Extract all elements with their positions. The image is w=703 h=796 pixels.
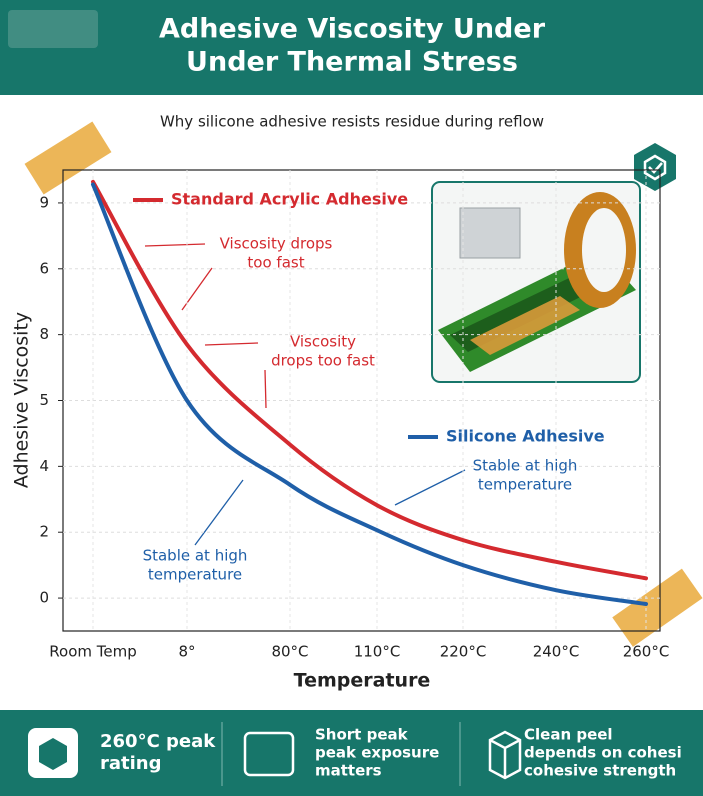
blurred-logo	[8, 10, 98, 48]
footer-text: rating	[100, 753, 162, 774]
legend-label: Silicone Adhesive	[446, 427, 605, 446]
y-tick-label: 9	[39, 193, 49, 211]
annotation: temperature	[148, 566, 242, 584]
annotation: temperature	[478, 476, 572, 494]
footer-text: 260°C peak	[100, 731, 216, 752]
footer-text: Short peak	[315, 726, 409, 744]
title-line: Under Thermal Stress	[186, 47, 518, 78]
y-tick-label: 8	[39, 325, 49, 343]
y-tick-label: 4	[39, 457, 49, 475]
header-band	[0, 0, 703, 95]
inset-photo	[431, 181, 641, 383]
x-tick-label: 110°C	[354, 643, 401, 661]
annotation: too fast	[247, 254, 304, 272]
x-tick-label: 240°C	[533, 643, 580, 661]
y-tick-label: 0	[39, 589, 49, 607]
x-tick-label: 220°C	[440, 643, 487, 661]
tape-decoration	[24, 121, 112, 195]
title-line: Adhesive Viscosity Under	[159, 14, 546, 45]
x-tick-label: 8°	[178, 643, 195, 661]
footer-icon	[488, 730, 522, 780]
x-tick-label: 80°C	[271, 643, 308, 661]
y-tick-label: 2	[39, 523, 49, 541]
annotation: Stable at high	[143, 547, 248, 565]
footer-text: Clean peel	[524, 726, 613, 744]
tape-decoration	[612, 568, 703, 647]
annotation: Viscosity drops	[220, 235, 333, 253]
footer-icon	[39, 738, 67, 770]
footer-text: cohesive strength	[524, 762, 676, 780]
legend-label: Standard Acrylic Adhesive	[171, 190, 408, 209]
footer-text: depends on cohesi	[524, 744, 682, 762]
y-tick-label: 5	[39, 391, 49, 409]
x-tick-label: 260°C	[623, 643, 670, 661]
footer-icon	[243, 731, 295, 777]
annotation: Stable at high	[473, 457, 578, 475]
badge-icon	[634, 143, 676, 191]
subtitle: Why silicone adhesive resists residue du…	[160, 113, 544, 131]
footer-band	[0, 710, 703, 796]
badge-symbol	[643, 154, 667, 181]
annotation: drops too fast	[271, 352, 375, 370]
series-line	[91, 182, 648, 606]
y-tick-label: 6	[39, 259, 49, 277]
y-axis-label: Adhesive Viscosity	[11, 312, 33, 488]
annotation-arrows	[194, 469, 466, 546]
footer-text: peak exposure	[315, 744, 439, 762]
series-line	[91, 179, 648, 581]
x-axis-label: Temperature	[294, 670, 431, 692]
footer-text: matters	[315, 762, 382, 780]
x-tick-label: Room Temp	[49, 643, 136, 661]
annotation: Viscosity	[290, 333, 356, 351]
